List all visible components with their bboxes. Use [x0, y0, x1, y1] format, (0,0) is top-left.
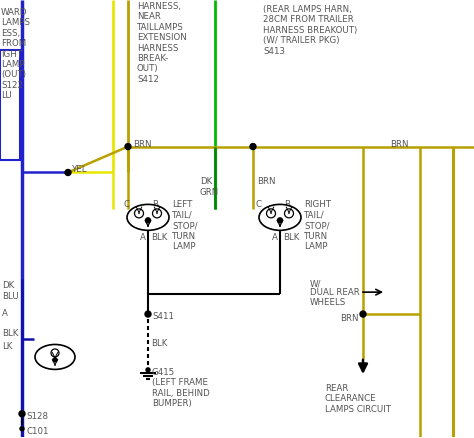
Text: HARNESS,
NEAR
TAILLAMPS
EXTENSION
HARNESS
BREAK-
OUT)
S412: HARNESS, NEAR TAILLAMPS EXTENSION HARNES…: [137, 2, 187, 84]
Text: DK
BLU: DK BLU: [2, 281, 19, 300]
Text: WHEELS: WHEELS: [310, 298, 346, 307]
Text: BRN: BRN: [340, 314, 358, 323]
Text: RIGHT
TAIL/
STOP/
TURN
LAMP: RIGHT TAIL/ STOP/ TURN LAMP: [304, 201, 331, 251]
Ellipse shape: [259, 205, 301, 230]
Text: LK: LK: [2, 342, 12, 351]
Text: B: B: [152, 201, 158, 209]
Text: YEL: YEL: [72, 165, 88, 173]
Circle shape: [20, 427, 24, 431]
Text: C: C: [256, 201, 262, 209]
Text: BLK: BLK: [283, 233, 300, 242]
Circle shape: [250, 144, 256, 149]
Text: BLK: BLK: [151, 339, 167, 348]
Circle shape: [65, 170, 71, 176]
Text: BRN: BRN: [257, 177, 275, 187]
Circle shape: [145, 311, 151, 317]
Text: DUAL REAR: DUAL REAR: [310, 288, 360, 297]
Text: A: A: [272, 233, 278, 242]
Text: C: C: [124, 201, 130, 209]
Text: G415
(LEFT FRAME
RAIL, BEHIND
BUMPER): G415 (LEFT FRAME RAIL, BEHIND BUMPER): [152, 368, 210, 408]
Text: W/: W/: [310, 279, 321, 288]
Text: S411: S411: [152, 312, 174, 321]
Text: REAR
CLEARANCE
LAMPS CIRCUIT: REAR CLEARANCE LAMPS CIRCUIT: [325, 384, 391, 413]
Text: B: B: [284, 201, 290, 209]
Circle shape: [277, 218, 283, 223]
Circle shape: [146, 368, 150, 372]
Text: A: A: [2, 309, 8, 318]
Ellipse shape: [35, 344, 75, 369]
Circle shape: [360, 311, 366, 317]
Text: BLK: BLK: [151, 233, 167, 242]
Circle shape: [53, 358, 57, 362]
Text: BRN: BRN: [390, 140, 409, 148]
Circle shape: [146, 218, 151, 223]
Text: BLK: BLK: [2, 329, 18, 338]
Text: BRN: BRN: [133, 140, 152, 148]
Text: LEFT
TAIL/
STOP/
TURN
LAMP: LEFT TAIL/ STOP/ TURN LAMP: [172, 201, 198, 251]
Text: DK
GRN: DK GRN: [200, 177, 219, 197]
Text: S128: S128: [26, 412, 48, 421]
Text: A: A: [140, 233, 146, 242]
Circle shape: [125, 144, 131, 149]
Text: (REAR LAMPS HARN,
28CM FROM TRAILER
HARNESS BREAKOUT)
(W/ TRAILER PKG)
S413: (REAR LAMPS HARN, 28CM FROM TRAILER HARN…: [263, 5, 357, 56]
Ellipse shape: [127, 205, 169, 230]
Circle shape: [19, 411, 25, 417]
Text: C101: C101: [26, 427, 48, 436]
Text: WARD
LAMPS
ESS,
FROM
IGHT
LAMP
(OUT)
S122
LU: WARD LAMPS ESS, FROM IGHT LAMP (OUT) S12…: [1, 8, 30, 100]
